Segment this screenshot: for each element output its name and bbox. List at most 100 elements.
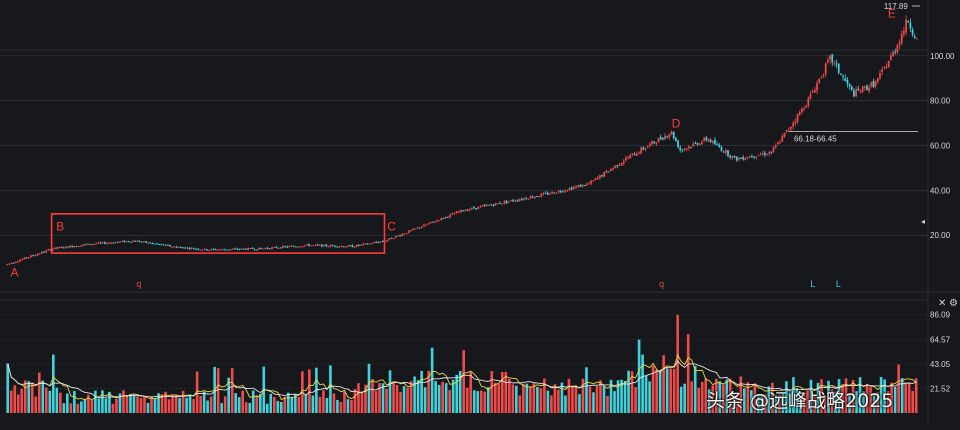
candle-body <box>325 244 328 247</box>
volume-bar <box>451 379 455 413</box>
candle-body <box>585 183 588 185</box>
volume-bar <box>644 375 648 413</box>
candle-body <box>483 205 486 207</box>
candle-body <box>889 55 892 60</box>
candle-body <box>212 248 215 250</box>
candle-body <box>245 248 247 250</box>
candle-body <box>759 154 762 156</box>
volume-bar <box>339 401 343 413</box>
candle-body <box>169 244 171 247</box>
candle-body <box>885 66 888 69</box>
candle-body <box>681 149 684 151</box>
candle-body <box>568 188 571 190</box>
candle-body <box>279 247 282 249</box>
candle-body <box>635 153 638 157</box>
volume-bar <box>728 378 732 413</box>
volume-bar <box>504 371 508 413</box>
candle-body <box>514 200 517 202</box>
candle-body <box>342 246 345 248</box>
candle-body <box>853 90 855 97</box>
volume-bar <box>227 377 230 413</box>
candle-body <box>268 248 271 250</box>
candle-body <box>642 147 645 150</box>
volume-tick-label: 43.05 <box>930 360 951 369</box>
volume-bar <box>174 394 178 413</box>
volume-bar <box>623 380 627 413</box>
candle-body <box>407 230 410 234</box>
candle-body <box>898 42 901 45</box>
candle-body <box>36 253 39 256</box>
candle-body <box>707 139 710 142</box>
volume-bar <box>721 384 725 413</box>
candle-body <box>136 240 139 242</box>
candle-body <box>451 213 454 215</box>
volume-bar <box>662 355 665 413</box>
candle-body <box>271 247 273 249</box>
candle-body <box>640 147 643 154</box>
candle-body <box>416 227 419 229</box>
candle-body <box>475 207 477 209</box>
volume-bar <box>841 384 844 413</box>
volume-bar <box>648 381 651 413</box>
volume-bar <box>55 387 59 413</box>
candle-body <box>753 156 755 158</box>
candle-body <box>442 217 445 219</box>
candle-body <box>772 147 775 152</box>
candle-body <box>631 153 634 155</box>
candle-body <box>705 137 708 141</box>
volume-bar <box>125 396 129 413</box>
candle-body <box>607 171 610 173</box>
candle-body <box>284 246 286 248</box>
candle-body <box>99 242 102 244</box>
candle-body <box>575 186 577 188</box>
candle-body <box>227 249 230 251</box>
candle-body <box>123 240 126 243</box>
candle-body <box>97 242 100 244</box>
candle-body <box>195 248 197 250</box>
candle-body <box>794 121 797 124</box>
candle-body <box>412 228 415 231</box>
volume-bar <box>546 390 550 413</box>
candle-body <box>722 151 725 153</box>
candle-body <box>90 244 93 246</box>
candle-body <box>19 259 21 262</box>
volume-bar <box>153 398 157 413</box>
candle-body <box>809 93 812 99</box>
price-tick-label: 80.00 <box>930 97 951 106</box>
volume-bar <box>357 383 360 413</box>
candle-body <box>368 243 371 245</box>
volume-bar <box>188 394 192 413</box>
candle-body <box>655 143 658 145</box>
candle-body <box>156 243 158 245</box>
volume-bar <box>202 391 206 413</box>
volume-ma-long <box>7 360 917 399</box>
volume-bar <box>374 390 378 413</box>
candle-body <box>401 233 404 236</box>
volume-bar <box>353 389 357 413</box>
volume-bar <box>595 386 599 413</box>
candle-body <box>870 82 873 87</box>
volume-bar <box>890 382 893 413</box>
volume-bar <box>690 381 694 413</box>
volume-bar <box>732 393 736 413</box>
volume-bar <box>423 387 427 413</box>
candle-body <box>746 157 749 159</box>
candle-body <box>816 83 818 91</box>
volume-bar <box>858 377 862 413</box>
volume-bar <box>465 387 469 413</box>
candle-body <box>559 191 562 193</box>
candle-body <box>512 200 514 202</box>
candle-body <box>523 198 525 200</box>
candle-body <box>116 241 119 243</box>
candle-body <box>609 169 612 171</box>
candle-body <box>896 45 899 53</box>
candle-body <box>755 156 758 158</box>
candle-body <box>266 247 269 249</box>
range-label: 66.18-66.45 <box>794 134 837 143</box>
candle-body <box>905 19 907 33</box>
candle-body <box>238 249 241 251</box>
candle-body <box>86 243 89 245</box>
volume-bar <box>585 367 588 413</box>
volume-bar <box>848 393 851 413</box>
